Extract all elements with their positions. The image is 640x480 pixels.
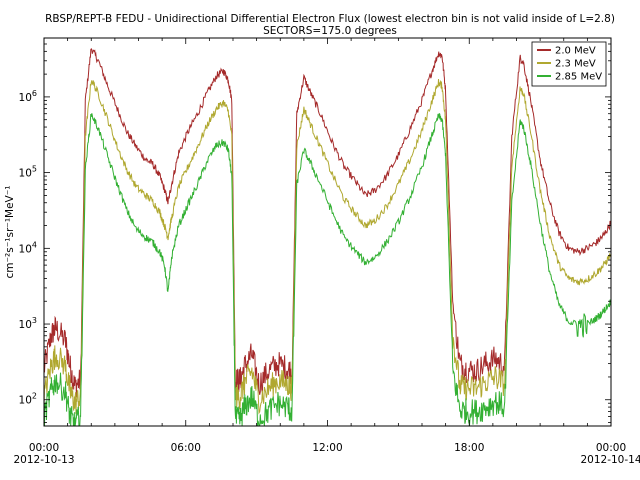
plot-area <box>44 38 611 426</box>
x-tick-date-0: 2012-10-13 <box>13 454 74 466</box>
x-tick-label-4: 00:00 <box>596 442 626 454</box>
series-line-0 <box>43 48 612 398</box>
y-tick-label-0: 102 <box>19 392 37 407</box>
legend-label-0: 2.0 MeV <box>555 46 596 57</box>
x-tick-label-3: 18:00 <box>454 442 484 454</box>
y-tick-label-1: 103 <box>19 316 37 331</box>
y-tick-label-4: 106 <box>19 89 37 104</box>
y-axis-label: cm⁻²s⁻¹sr⁻¹MeV⁻¹ <box>4 186 16 279</box>
x-tick-label-1: 06:00 <box>171 442 201 454</box>
x-tick-date-4: 2012-10-14 <box>580 454 640 466</box>
chart-subtitle: SECTORS=175.0 degrees <box>263 25 397 37</box>
series-layer <box>43 48 612 427</box>
y-tick-label-2: 104 <box>19 240 37 255</box>
series-line-2 <box>43 113 612 427</box>
legend-label-1: 2.3 MeV <box>555 59 596 70</box>
x-tick-label-0: 00:00 <box>29 442 59 454</box>
legend: 2.0 MeV 2.3 MeV 2.85 MeV <box>531 41 607 87</box>
legend-label-2: 2.85 MeV <box>555 72 602 83</box>
y-tick-label-3: 105 <box>19 165 37 180</box>
x-tick-label-2: 12:00 <box>312 442 342 454</box>
series-line-1 <box>43 79 612 415</box>
chart-title: RBSP/REPT-B FEDU - Unidirectional Differ… <box>45 13 615 25</box>
y-axis: 102 103 104 105 106 <box>19 37 611 423</box>
